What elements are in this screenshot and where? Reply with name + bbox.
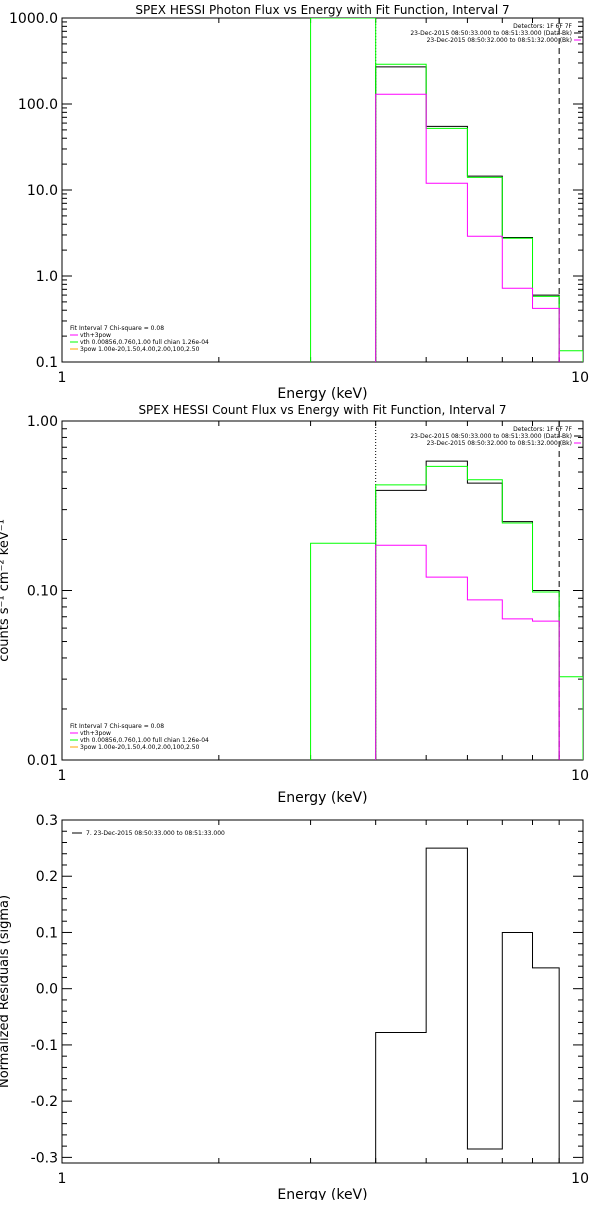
plot-data	[310, 18, 583, 362]
series-1-histogram	[375, 847, 560, 1163]
chart-panel-2: SPEX HESSI Count Flux vs Energy with Fit…	[0, 403, 589, 806]
series-3-histogram	[375, 465, 583, 760]
y-tick-label: 1000.0	[9, 11, 58, 27]
legend-entry: vth+3pow	[80, 730, 111, 737]
x-tick-label: 1	[58, 370, 67, 386]
legend-entry: vth 0.00856,0.760,1.00 full chian 1.26e-…	[80, 737, 209, 744]
y-tick-label: 0.01	[27, 753, 58, 769]
x-tick-label: 10	[571, 1171, 589, 1187]
x-axis-label: Energy (keV)	[277, 1187, 367, 1200]
x-tick-label: 10	[571, 370, 589, 386]
y-tick-label: 100.0	[18, 97, 58, 113]
series-4-histogram	[375, 93, 560, 362]
y-tick-label: -0.3	[31, 1150, 58, 1166]
info-text-line: 23-Dec-2015 08:50:33.000 to 08:51:33.000…	[410, 30, 572, 37]
x-axis-label: Energy (keV)	[277, 790, 367, 806]
y-tick-label: -0.2	[31, 1094, 58, 1110]
info-text-line: Detectors: 1F 6F 7F	[513, 426, 572, 433]
y-tick-label: 10.0	[27, 183, 58, 199]
info-text-line: 23-Dec-2015 08:50:32.000 to 08:51:32.000…	[427, 440, 572, 447]
y-tick-label: 0.0	[36, 982, 58, 998]
plot-data	[310, 421, 583, 760]
series-2-histogram	[375, 460, 560, 760]
chart-panel-3: -0.3 -0.2 -0.1 0.0 0.1 0.2 0.3 1 10 Energy (keV) N…	[0, 813, 589, 1203]
info-text-line: Detectors: 1F 6F 7F	[513, 23, 572, 30]
legend-entry: Fit Interval 7 Chi-square = 0.08	[70, 723, 164, 730]
chart-title: SPEX HESSI Count Flux vs Energy with Fit…	[138, 403, 506, 417]
y-tick-label: 0.10	[27, 584, 58, 600]
y-tick-label: 0.1	[36, 355, 58, 371]
legend-entry: vth+3pow	[80, 332, 111, 339]
y-tick-label: 1.0	[36, 269, 58, 285]
plot-frame	[61, 17, 584, 363]
x-tick-label: 10	[571, 768, 589, 784]
legend-entry: vth 0.00856,0.760,1.00 full chian 1.26e-…	[80, 339, 209, 346]
y-tick-label: 0.1	[36, 925, 58, 941]
legend-entry: 7. 23-Dec-2015 08:50:33.000 to 08:51:33.…	[86, 830, 225, 837]
series-1-histogram	[310, 542, 377, 760]
y-tick-label: 0.3	[36, 813, 58, 829]
x-axis-label: Energy (keV)	[277, 386, 367, 402]
series-2-histogram	[375, 66, 560, 362]
plot-frame	[61, 819, 584, 1164]
legend-entry: 3pow 1.00e-20,1.50,4.00,2.00,100,2.50	[80, 744, 200, 751]
y-tick-label: 1.00	[27, 414, 58, 430]
info-text-line: 23-Dec-2015 08:50:32.000 to 08:51:32.000…	[427, 37, 572, 44]
legend-entry: 3pow 1.00e-20,1.50,4.00,2.00,100,2.50	[80, 346, 200, 353]
x-tick-label: 1	[58, 1171, 67, 1187]
plot-frame	[61, 420, 584, 761]
series-4-histogram	[375, 544, 560, 760]
legend-entry: Fit Interval 7 Chi-square = 0.08	[70, 325, 164, 332]
y-axis-label: Normalized Residuals (sigma)	[0, 895, 12, 1088]
series-3-histogram	[375, 63, 583, 362]
chart-title: SPEX HESSI Photon Flux vs Energy with Fi…	[135, 3, 509, 17]
chart-panel-1: SPEX HESSI Photon Flux vs Energy with Fi…	[9, 3, 589, 402]
x-tick-label: 1	[58, 768, 67, 784]
plot-data	[375, 847, 560, 1163]
info-text-line: 23-Dec-2015 08:50:33.000 to 08:51:33.000…	[410, 433, 572, 440]
series-1-histogram	[310, 18, 377, 362]
y-axis-label: counts s⁻¹ cm⁻² keV⁻¹	[0, 519, 12, 662]
y-tick-label: 0.2	[36, 869, 58, 885]
y-tick-label: -0.1	[31, 1038, 58, 1054]
